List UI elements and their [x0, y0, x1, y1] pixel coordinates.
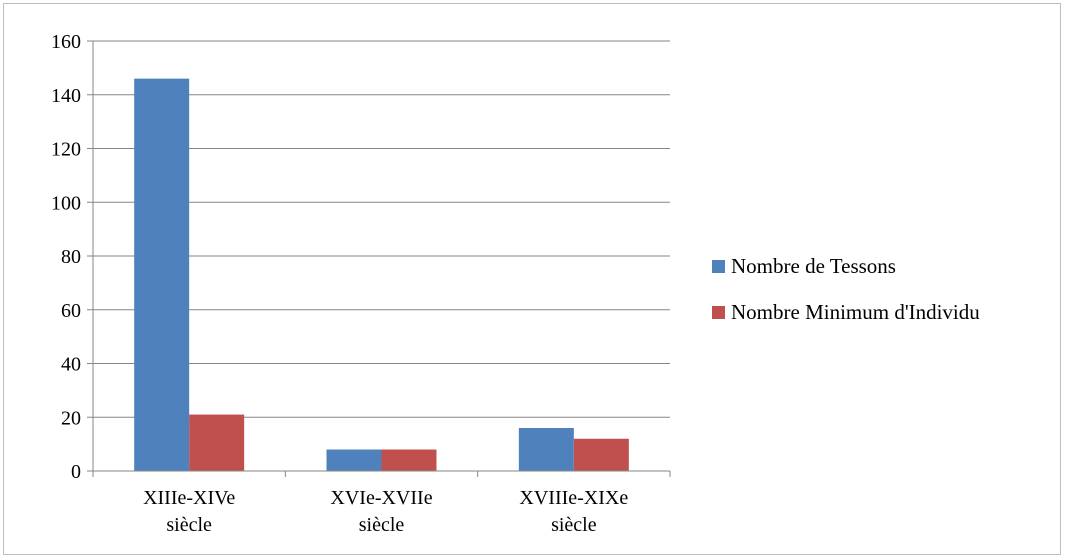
x-tick-label-line: XVIe-XVIIe [330, 487, 432, 509]
x-tick-label-line: siècle [359, 514, 405, 536]
x-tick-label: XVIIIe-XIXe siècle [519, 487, 628, 536]
bar-nmi-0 [189, 414, 245, 471]
x-tick-label-line: XVIIIe-XIXe [519, 487, 628, 509]
y-tick-label: 120 [51, 139, 81, 161]
x-tick-label-line: siècle [166, 514, 212, 536]
x-tick-label: XIIIe-XIVe siècle [143, 487, 235, 536]
legend-swatch [712, 260, 725, 273]
y-tick-label: 40 [61, 354, 81, 376]
y-tick-label: 100 [51, 192, 81, 214]
y-axis-tick-labels: 0 20 40 60 80 100 120 140 160 [51, 31, 81, 483]
y-tick-label: 140 [51, 85, 81, 107]
y-tick-label: 0 [71, 461, 81, 483]
legend-label: Nombre Minimum d'Individu [731, 300, 980, 324]
x-tick-label-line: XIIIe-XIVe [143, 487, 235, 509]
y-tick-label: 60 [61, 300, 81, 322]
bar-tessons-1 [326, 449, 382, 471]
bar-nmi-2 [573, 438, 629, 471]
legend-swatch [712, 306, 725, 319]
y-tick-label: 80 [61, 246, 81, 268]
y-tick-label: 160 [51, 31, 81, 53]
bar-tessons-2 [518, 428, 574, 471]
axes [87, 40, 671, 477]
bar-nmi-1 [381, 449, 437, 471]
legend-label: Nombre de Tessons [731, 254, 896, 278]
x-tick-label: XVIe-XVIIe siècle [330, 487, 432, 536]
bars [134, 78, 629, 471]
x-tick-label-line: siècle [551, 514, 597, 536]
bar-tessons-0 [134, 78, 190, 471]
y-tick-label: 20 [61, 407, 81, 429]
legend: Nombre de Tessons Nombre Minimum d'Indivi… [712, 254, 980, 324]
